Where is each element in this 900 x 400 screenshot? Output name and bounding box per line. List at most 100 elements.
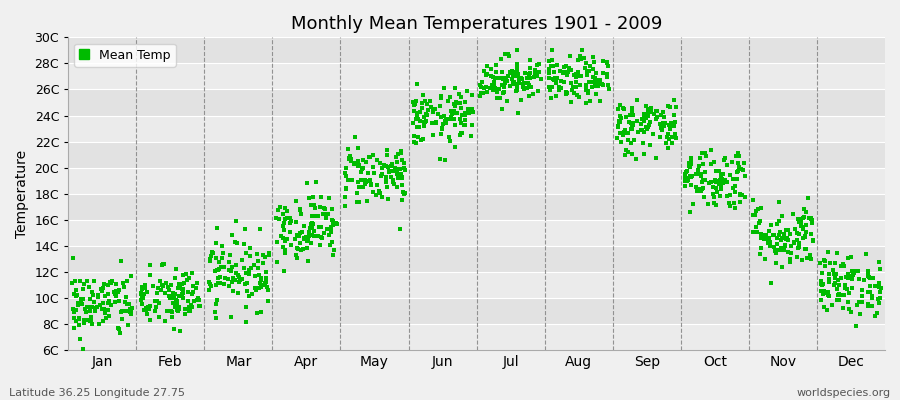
Point xyxy=(168,274,183,281)
Point xyxy=(319,215,333,221)
Point xyxy=(254,277,268,284)
Point xyxy=(783,258,797,265)
Point xyxy=(359,158,374,165)
Point xyxy=(841,254,855,261)
Point xyxy=(303,225,318,231)
Point xyxy=(307,202,321,208)
Point xyxy=(643,106,657,112)
Point xyxy=(83,296,97,302)
Point xyxy=(170,299,184,306)
Point xyxy=(723,192,737,198)
Point xyxy=(142,306,157,312)
Point xyxy=(344,156,358,162)
Point xyxy=(280,215,294,221)
Point xyxy=(704,160,718,167)
Point xyxy=(794,223,808,229)
Point xyxy=(238,319,253,325)
Bar xyxy=(68,142,885,168)
Point xyxy=(320,211,335,218)
Point xyxy=(528,70,543,76)
Point xyxy=(356,156,371,163)
Point xyxy=(262,252,276,258)
Bar xyxy=(68,168,885,194)
Point xyxy=(215,255,230,261)
Point xyxy=(276,227,291,234)
Point xyxy=(618,152,633,158)
Point xyxy=(509,72,524,79)
Point xyxy=(464,106,479,112)
Point xyxy=(76,286,90,292)
Point xyxy=(515,76,529,82)
Point xyxy=(180,277,194,283)
Point xyxy=(759,232,773,238)
Point xyxy=(544,63,558,69)
Point xyxy=(273,204,287,210)
Point xyxy=(828,280,842,286)
Point xyxy=(652,134,667,140)
Point xyxy=(661,103,675,110)
Point xyxy=(616,132,630,139)
Point xyxy=(431,111,446,118)
Point xyxy=(210,267,224,274)
Point xyxy=(238,304,253,310)
Point xyxy=(203,258,218,264)
Point xyxy=(466,109,481,115)
Point xyxy=(519,85,534,91)
Point xyxy=(579,82,593,88)
Point xyxy=(828,274,842,281)
Point xyxy=(549,80,563,86)
Point xyxy=(106,288,121,295)
Point xyxy=(583,63,598,70)
Point xyxy=(166,295,181,302)
Point xyxy=(342,156,356,162)
Point xyxy=(723,172,737,179)
Point xyxy=(494,82,508,88)
Point xyxy=(112,326,126,332)
Point xyxy=(579,86,593,92)
Point xyxy=(322,242,337,249)
Point xyxy=(637,118,652,124)
Point xyxy=(172,292,186,299)
Point xyxy=(76,320,91,326)
Point xyxy=(345,177,359,183)
Point xyxy=(658,140,672,146)
Point xyxy=(166,294,180,300)
Point xyxy=(284,218,299,224)
Point xyxy=(254,284,268,290)
Point xyxy=(184,291,199,298)
Point xyxy=(590,80,604,86)
Point xyxy=(783,243,797,249)
Point xyxy=(186,289,201,296)
Point xyxy=(836,261,850,268)
Point xyxy=(230,272,245,278)
Point xyxy=(728,188,742,195)
Point xyxy=(599,74,614,80)
Point xyxy=(570,92,584,98)
Point xyxy=(661,131,675,137)
Point xyxy=(257,254,272,260)
Point xyxy=(278,238,293,244)
Point xyxy=(124,272,139,279)
Point xyxy=(522,84,536,90)
Point xyxy=(465,122,480,128)
Point xyxy=(221,267,236,274)
Point xyxy=(184,270,199,276)
Point xyxy=(761,240,776,246)
Point xyxy=(791,245,806,251)
Point xyxy=(82,304,96,310)
Point xyxy=(383,162,398,169)
Point xyxy=(799,222,814,228)
Point xyxy=(351,179,365,186)
Point xyxy=(728,204,742,211)
Point xyxy=(556,79,571,85)
Point xyxy=(358,178,373,185)
Point xyxy=(714,181,728,188)
Point xyxy=(385,163,400,170)
Point xyxy=(788,225,802,232)
Legend: Mean Temp: Mean Temp xyxy=(75,44,176,66)
Point xyxy=(563,67,578,74)
Point xyxy=(156,282,170,288)
Point xyxy=(714,184,728,190)
Point xyxy=(738,194,752,200)
Point xyxy=(244,264,258,271)
